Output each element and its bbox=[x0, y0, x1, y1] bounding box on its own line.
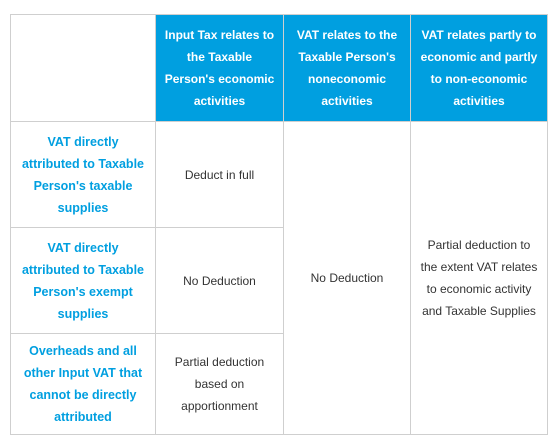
column-header-noneconomic: VAT relates to the Taxable Person's none… bbox=[283, 14, 411, 122]
row-header-exempt-supplies: VAT directly attributed to Taxable Perso… bbox=[10, 227, 156, 334]
cell-partly-merged: Partial deduction to the extent VAT rela… bbox=[410, 121, 548, 435]
cell-noneconomic-merged: No Deduction bbox=[283, 121, 411, 435]
row-header-taxable-supplies: VAT directly attributed to Taxable Perso… bbox=[10, 121, 156, 228]
cell-overheads-economic: Partial deduction based on apportionment bbox=[155, 333, 284, 435]
table-header-row: Input Tax relates to the Taxable Person'… bbox=[10, 14, 548, 122]
column-header-economic: Input Tax relates to the Taxable Person'… bbox=[155, 14, 284, 122]
row-header-overheads: Overheads and all other Input VAT that c… bbox=[10, 333, 156, 435]
table-row: VAT directly attributed to Taxable Perso… bbox=[10, 121, 548, 435]
cell-taxable-economic: Deduct in full bbox=[155, 121, 284, 228]
column-header-partly: VAT relates partly to economic and partl… bbox=[410, 14, 548, 122]
table-row: Overheads and all other Input VAT that c… bbox=[10, 333, 548, 435]
cell-exempt-economic: No Deduction bbox=[155, 227, 284, 334]
header-corner-cell bbox=[10, 14, 156, 122]
vat-deduction-table: Input Tax relates to the Taxable Person'… bbox=[10, 14, 548, 435]
table-row: VAT directly attributed to Taxable Perso… bbox=[10, 227, 548, 334]
